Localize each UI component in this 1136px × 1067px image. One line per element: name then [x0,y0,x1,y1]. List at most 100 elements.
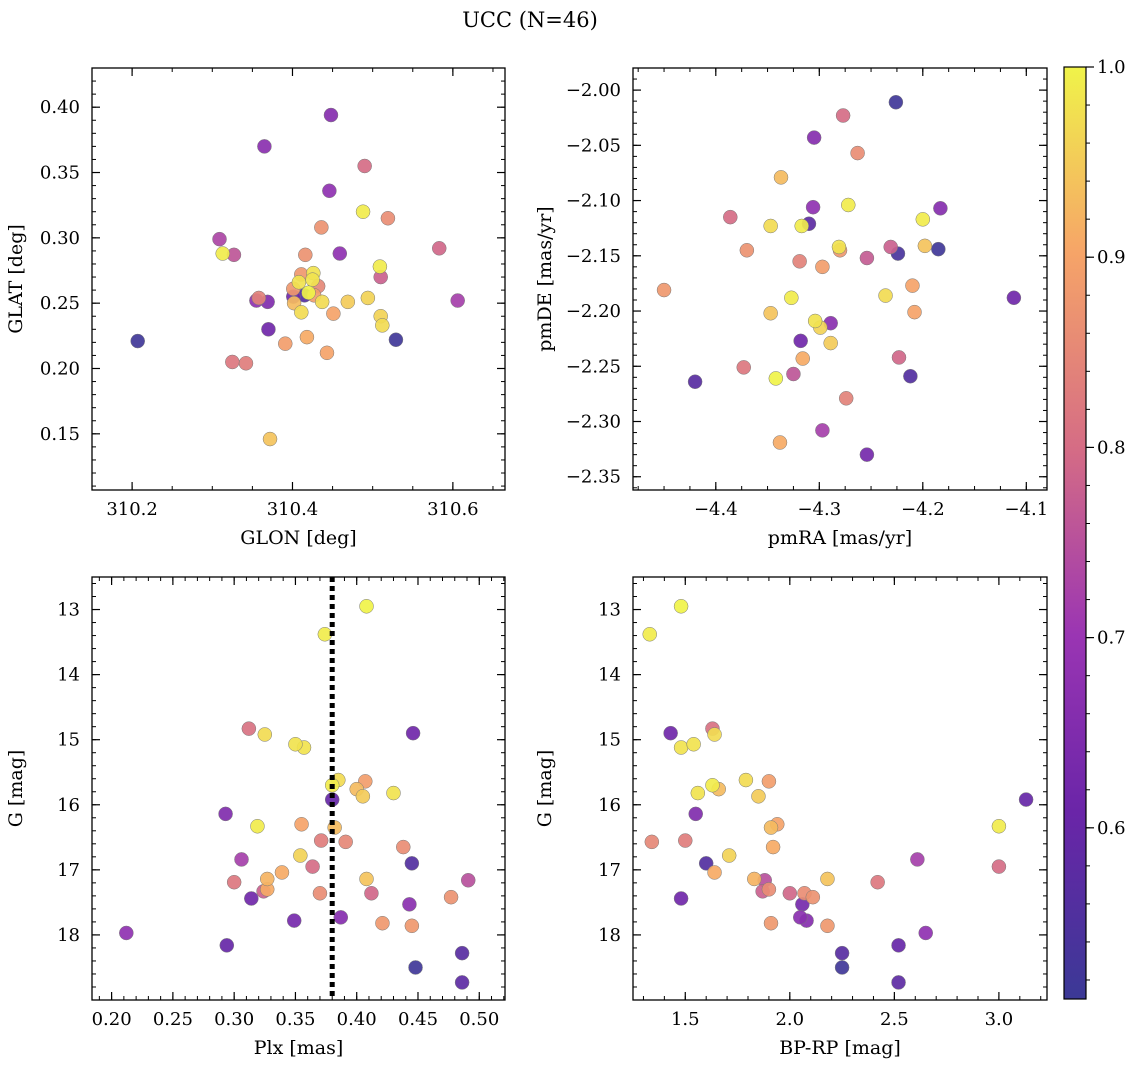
data-point [806,130,822,145]
data-point [891,350,907,365]
plot-frame [632,67,1048,491]
x-tick-label: 2.0 [775,1009,804,1030]
x-axis-label: BP-RP [mag] [779,1037,901,1059]
data-point [859,447,875,462]
y-tick-label: 15 [57,730,80,751]
data-point [678,833,693,848]
data-point [761,882,777,897]
x-tick-label: 310.2 [106,499,158,520]
data-point [763,915,779,931]
y-tick-label: 0.35 [40,163,80,184]
data-point [761,774,777,789]
y-tick-label: 13 [57,600,80,621]
scatter-points [642,599,1034,990]
data-point [991,818,1007,834]
data-point [644,834,660,850]
y-tick-label: −2.30 [566,412,621,433]
data-point [805,889,821,905]
data-point [736,360,751,375]
data-point [841,197,856,213]
x-tick-label: −4.4 [694,499,738,520]
data-point [238,356,254,371]
y-tick-label: 18 [57,925,80,946]
x-tick-label: 0.50 [459,1009,499,1030]
data-point [656,282,672,298]
data-point [782,886,798,901]
data-point [251,290,267,306]
data-point [355,204,371,219]
data-point [288,736,303,752]
data-point [431,241,447,256]
data-point [130,333,145,349]
data-point [688,806,703,822]
data-point [823,335,838,351]
data-point [355,789,371,804]
data-point [402,897,417,912]
data-point [259,871,275,887]
x-tick-label: 310.6 [427,499,479,520]
x-axis-label: pmRA [mas/yr] [768,527,912,549]
data-point [360,290,376,306]
data-point [991,859,1007,874]
y-tick-label: 13 [598,600,621,621]
y-tick-label: −2.05 [566,135,621,156]
y-tick-label: −2.20 [566,301,621,322]
data-point [772,435,788,450]
y-tick-label: −2.35 [566,467,621,488]
scatter-points [130,107,465,447]
data-point [673,599,689,614]
data-point [690,785,706,801]
data-point [338,834,353,850]
data-point [903,368,918,384]
data-point [807,313,823,329]
scatter-points [656,94,1022,462]
x-tick-label: 0.35 [275,1009,315,1030]
data-point [784,290,799,306]
data-point [359,871,374,887]
data-point [234,852,249,867]
data-point [831,239,847,255]
data-point [313,833,329,848]
data-point [319,345,335,361]
y-axis-label: pmDE [mas/yr] [534,206,556,351]
data-point [278,336,293,351]
data-point [257,139,272,154]
x-tick-label: 0.30 [214,1009,254,1030]
data-point [888,94,904,110]
data-point [286,913,302,928]
data-point [870,874,885,890]
data-point [357,158,372,174]
x-tick-label: 0.20 [92,1009,132,1030]
data-point [815,259,830,275]
y-axis-label: GLAT [deg] [5,224,27,334]
data-point [293,848,308,863]
data-point [262,431,278,447]
data-point [404,856,420,871]
data-point [751,789,766,804]
data-point [226,874,242,890]
data-point [878,288,893,303]
y-tick-label: 0.25 [40,293,80,314]
y-tick-label: −2.10 [566,191,621,212]
x-axis-label: Plx [mas] [254,1037,344,1059]
x-tick-label: 0.45 [398,1009,438,1030]
data-point [408,960,423,975]
data-point [883,239,898,255]
x-tick-label: 2.5 [880,1009,909,1030]
data-point [763,305,778,321]
data-point [380,210,396,226]
data-point [322,183,337,199]
data-point [326,306,341,321]
data-point [1006,290,1022,306]
y-tick-label: 18 [598,925,621,946]
data-point [891,975,906,990]
data-point [250,818,265,834]
x-axis-label: GLON [deg] [240,527,356,549]
data-point [707,865,722,880]
plot-frame [91,576,506,1001]
y-tick-label: 14 [598,665,621,686]
data-point [835,108,851,123]
data-point [687,374,703,389]
data-point [763,820,779,835]
data-point [323,107,339,123]
